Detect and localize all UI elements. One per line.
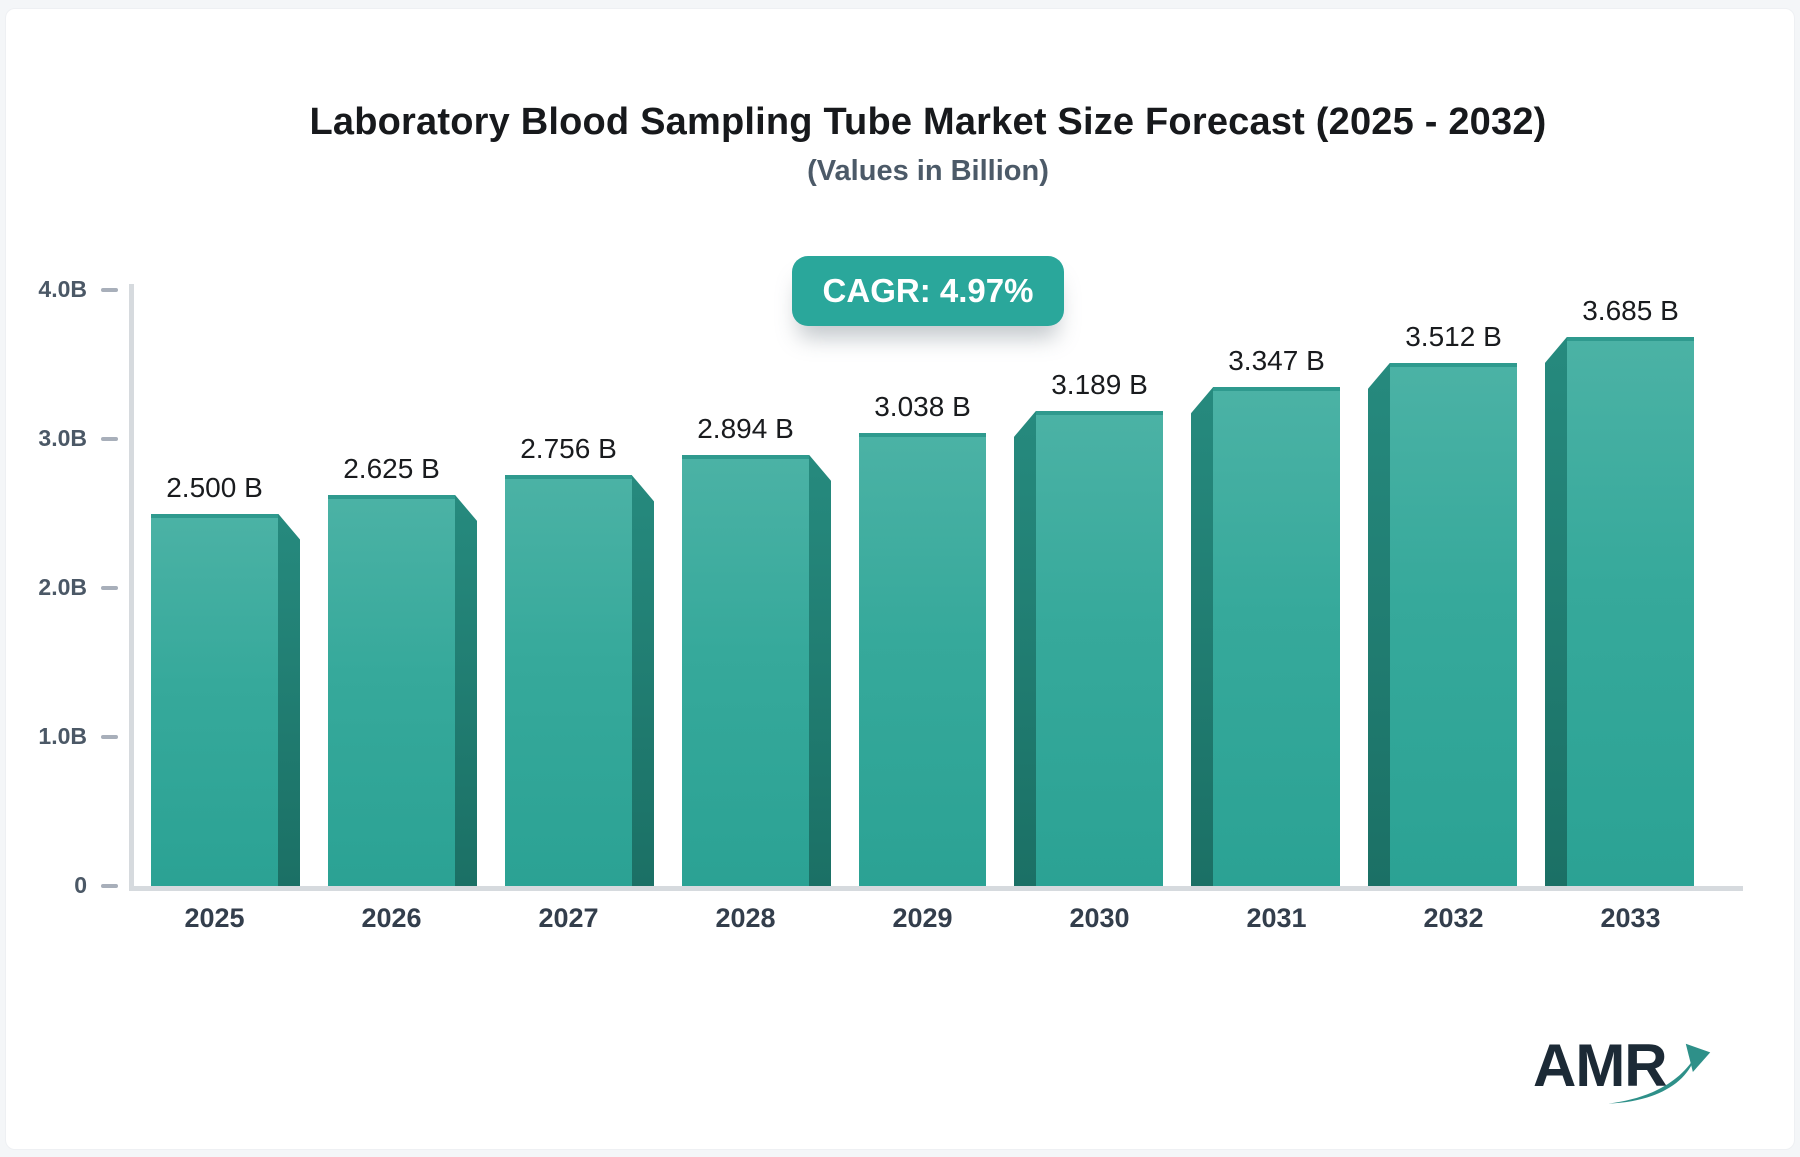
bar-value-label-2032: 3.512 B <box>1405 320 1502 352</box>
bar-value-label-2030: 3.189 B <box>1051 368 1148 400</box>
x-tick-label-2027: 2027 <box>538 903 599 933</box>
bar-2030 <box>1036 410 1163 886</box>
bar-side-face-2028 <box>809 454 831 886</box>
y-tick-label: 4.0B <box>38 276 87 302</box>
x-tick-label-2030: 2030 <box>1069 903 1130 933</box>
y-tick-mark <box>101 586 118 590</box>
x-tick-label-2033: 2033 <box>1600 903 1661 933</box>
x-tick-label-2025: 2025 <box>184 903 245 933</box>
chart-subtitle: (Values in Billion) <box>807 155 1049 187</box>
bar-2032 <box>1390 362 1517 886</box>
bar-side-face-2030 <box>1014 410 1036 886</box>
x-tick-label-2026: 2026 <box>361 903 422 933</box>
bar-2031 <box>1213 387 1340 886</box>
bar-side-face-2031 <box>1191 387 1213 886</box>
y-tick-mark <box>101 288 118 292</box>
y-axis-line <box>129 284 134 891</box>
bar-2033 <box>1567 336 1694 886</box>
bar-side-face-2033 <box>1545 336 1567 886</box>
bar-side-face-2025 <box>278 513 300 886</box>
cagr-badge: CAGR: 4.97% <box>792 256 1064 326</box>
y-tick-label: 2.0B <box>38 574 87 600</box>
trend-up-arrow-icon <box>1608 1043 1711 1104</box>
bar-2026 <box>328 494 455 886</box>
bar-2025 <box>151 513 278 886</box>
bar-2028 <box>682 454 809 886</box>
y-tick-label: 1.0B <box>38 723 87 749</box>
bar-side-face-2026 <box>455 494 477 886</box>
bar-2027 <box>505 475 632 886</box>
chart-title: Laboratory Blood Sampling Tube Market Si… <box>309 101 1547 143</box>
x-tick-label-2032: 2032 <box>1423 903 1484 933</box>
amr-logo-text: AMR <box>1533 1032 1668 1099</box>
y-tick-mark <box>101 437 118 441</box>
x-tick-label-2029: 2029 <box>892 903 953 933</box>
y-tick-label: 0 <box>74 872 87 898</box>
bar-value-label-2028: 2.894 B <box>697 412 794 444</box>
bar-value-label-2025: 2.500 B <box>166 471 263 503</box>
amr-logo: AMR <box>1533 1031 1733 1116</box>
bar-value-label-2026: 2.625 B <box>343 452 440 484</box>
x-tick-label-2028: 2028 <box>715 903 776 933</box>
y-tick-mark <box>101 735 118 739</box>
y-tick-mark <box>101 884 118 888</box>
bar-value-label-2029: 3.038 B <box>874 391 971 423</box>
x-axis-line <box>129 886 1743 891</box>
x-tick-label-2031: 2031 <box>1246 903 1307 933</box>
chart-card: Laboratory Blood Sampling Tube Market Si… <box>5 8 1795 1150</box>
bar-side-face-2027 <box>632 475 654 886</box>
y-tick-label: 3.0B <box>38 425 87 451</box>
bar-value-label-2027: 2.756 B <box>520 433 617 465</box>
bar-side-face-2032 <box>1368 362 1390 886</box>
bar-value-label-2031: 3.347 B <box>1228 345 1325 377</box>
bar-value-label-2033: 3.685 B <box>1582 294 1679 326</box>
bar-2029 <box>859 433 986 886</box>
